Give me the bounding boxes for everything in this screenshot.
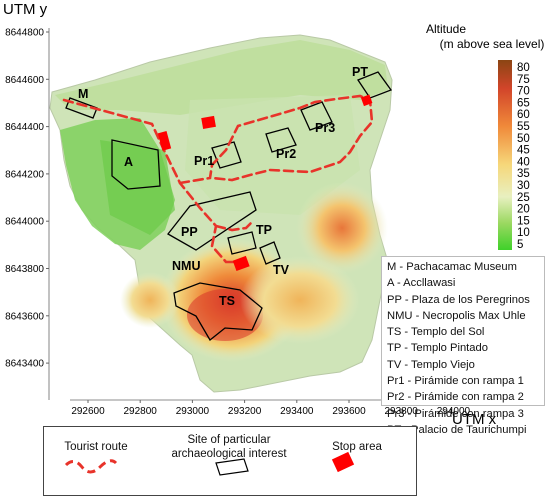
colorbar-title: Altitude: [426, 22, 466, 36]
stop-area: [201, 115, 216, 129]
y-tick-label: 8644400: [5, 122, 44, 133]
abbreviation-item: NMU - Necropolis Max Uhle: [387, 309, 526, 322]
y-tick-label: 8643800: [5, 264, 44, 275]
site-label-PP: PP: [181, 225, 198, 239]
y-tick-label: 8644800: [5, 28, 44, 39]
colorbar-tick-label: 70: [517, 86, 530, 98]
colorbar-tick-label: 75: [517, 74, 530, 86]
x-tick-label: 292600: [71, 406, 105, 417]
site-labels: M A Pr1 Pr2 Pr3 PT PP TP NMU TS TV: [78, 65, 368, 308]
x-tick-label: 294000: [437, 406, 471, 417]
y-tick-label: 8643600: [5, 311, 44, 322]
abbreviation-legend: M - Pachacamac Museum A - Accllawasi PP - …: [381, 256, 545, 436]
colorbar-tick-label: 55: [517, 121, 530, 133]
terrain-dem: [49, 34, 393, 393]
x-tick-label: 292800: [124, 406, 158, 417]
abbreviation-item: A - Accllawasi: [387, 277, 456, 290]
colorbar-tick-label: 50: [517, 133, 530, 145]
legend-route-swatch: [64, 459, 118, 474]
site-label-TV: TV: [273, 263, 290, 277]
y-axis: 8644800 8644600 8644400 8644200 8644000 86438…: [5, 28, 50, 400]
y-tick-label: 8643400: [5, 359, 44, 370]
site-outline-Pr2: [265, 127, 297, 153]
colorbar-tick-label: 10: [517, 227, 530, 239]
site-outline-PP: [167, 191, 257, 251]
site-outline-Pr1: [211, 141, 242, 169]
y-tick-label: 8644200: [5, 169, 44, 180]
colorbar-tick-label: 65: [517, 97, 530, 109]
colorbar-subtitle: (m above sea level): [440, 37, 545, 51]
site-label-Pr2: Pr2: [276, 147, 296, 161]
site-outline-PT: [357, 71, 393, 99]
abbreviation-item: Pr1 - Pirámide con rampa 1: [387, 375, 524, 388]
legend-site-swatch: [215, 458, 249, 476]
y-tick-label: 8644000: [5, 217, 44, 228]
site-outlines: [65, 71, 393, 341]
site-outline-TP: [227, 231, 257, 255]
site-outline-Pr3: [300, 101, 333, 131]
site-outline-A: [111, 139, 161, 190]
site-outline-TV: [259, 241, 281, 265]
site-label-TP: TP: [256, 223, 272, 237]
altitude-colorbar: Altitude (m above sea level) 80757065605…: [426, 22, 544, 251]
stop-area: [232, 255, 250, 272]
legend-stop-swatch: [331, 451, 355, 473]
colorbar-tick-label: 5: [517, 239, 523, 251]
stop-areas: [157, 94, 373, 272]
legend-site-label-line1: Site of particular: [187, 434, 271, 446]
site-outline-M: [65, 97, 98, 119]
abbreviation-item: TP - Templo Pintado: [387, 342, 488, 355]
x-tick-label: 293600: [332, 406, 366, 417]
x-tick-label: 293400: [280, 406, 314, 417]
x-axis-title: UTM x: [452, 411, 497, 428]
x-tick-label: 293000: [176, 406, 210, 417]
colorbar-tick-label: 30: [517, 180, 530, 192]
site-label-NMU: NMU: [172, 259, 200, 273]
abbreviation-item: PP - Plaza de los Peregrinos: [387, 293, 530, 306]
colorbar-tick-label: 80: [517, 62, 530, 74]
colorbar-gradient: [498, 60, 512, 250]
site-label-PT: PT: [352, 65, 368, 79]
site-label-A: A: [124, 155, 133, 169]
site-label-M: M: [78, 87, 88, 101]
colorbar-tick-label: 25: [517, 192, 530, 204]
stop-area: [157, 131, 172, 151]
legend-site-label-line2: archaeological interest: [171, 448, 287, 460]
y-tick-label: 8644600: [5, 75, 44, 86]
y-axis-title: UTM y: [3, 1, 48, 18]
colorbar-tick-label: 15: [517, 215, 530, 227]
legend-route-label: Tourist route: [64, 441, 128, 453]
site-label-Pr1: Pr1: [194, 154, 214, 168]
legend-stop-label: Stop area: [332, 441, 382, 453]
x-tick-label: 293800: [385, 406, 419, 417]
abbreviation-item: M - Pachacamac Museum: [387, 261, 517, 273]
site-label-Pr3: Pr3: [315, 121, 335, 135]
x-tick-label: 293200: [228, 406, 262, 417]
abbreviation-item: Pr3 - Pirámide con rampa 3: [387, 407, 524, 420]
colorbar-tick-label: 35: [517, 168, 530, 180]
site-outline-TS: [173, 282, 263, 341]
abbreviation-item: TS - Templo del Sol: [387, 326, 485, 339]
site-label-TS: TS: [219, 294, 235, 308]
abbreviation-item: PT - Palacio de Taurichumpi: [387, 423, 527, 436]
map-legend: Tourist route Site of particular archaeo…: [43, 426, 417, 496]
stop-area: [360, 94, 373, 107]
colorbar-tick-label: 40: [517, 156, 530, 168]
colorbar-tick-label: 60: [517, 109, 530, 121]
abbreviation-item: TV - Templo Viejo: [387, 358, 475, 371]
abbreviation-item: Pr2 - Pirámide con rampa 2: [387, 391, 524, 404]
colorbar-tick-label: 20: [517, 204, 530, 216]
colorbar-tick-label: 45: [517, 145, 530, 157]
